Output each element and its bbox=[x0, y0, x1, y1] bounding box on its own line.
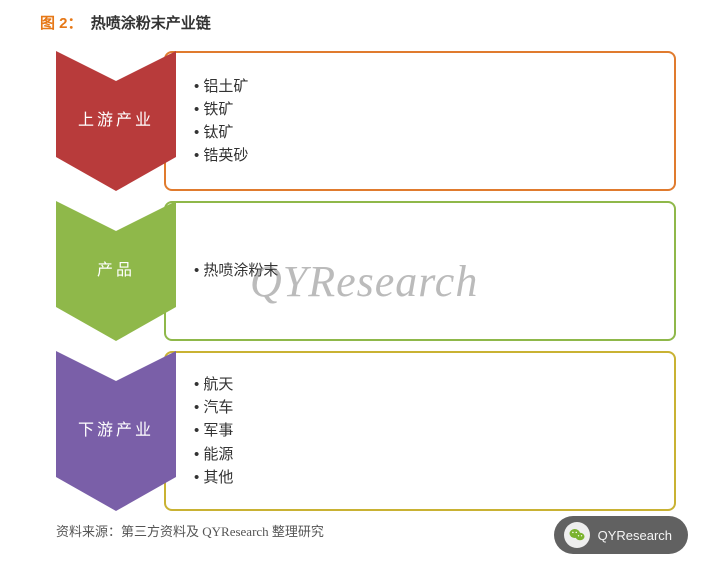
wechat-icon bbox=[564, 522, 590, 548]
list-item: 热喷涂粉末 bbox=[194, 259, 660, 282]
figure-number: 图 2： bbox=[40, 15, 83, 32]
industry-chain-diagram: 上游产业 铝土矿铁矿钛矿锆英砂产品 热喷涂粉末下游产业 航天汽车军事能源其他 bbox=[56, 51, 676, 511]
item-list: 铝土矿铁矿钛矿锆英砂 bbox=[194, 75, 660, 168]
chevron-label: 下游产业 bbox=[78, 416, 154, 440]
wechat-badge: QYResearch bbox=[554, 516, 688, 554]
chevron-arrow: 上游产业 bbox=[56, 51, 176, 191]
list-item: 军事 bbox=[194, 419, 660, 442]
chevron-arrow: 产品 bbox=[56, 201, 176, 341]
list-item: 锆英砂 bbox=[194, 144, 660, 167]
item-list: 热喷涂粉末 bbox=[194, 259, 660, 282]
badge-text: QYResearch bbox=[598, 528, 672, 543]
content-box: 热喷涂粉末 bbox=[164, 201, 676, 341]
list-item: 汽车 bbox=[194, 396, 660, 419]
content-box: 铝土矿铁矿钛矿锆英砂 bbox=[164, 51, 676, 191]
item-list: 航天汽车军事能源其他 bbox=[194, 373, 660, 489]
list-item: 能源 bbox=[194, 443, 660, 466]
chain-row: 下游产业 航天汽车军事能源其他 bbox=[56, 351, 676, 511]
list-item: 钛矿 bbox=[194, 121, 660, 144]
chevron-arrow: 下游产业 bbox=[56, 351, 176, 511]
figure-title-text: 热喷涂粉末产业链 bbox=[91, 15, 211, 32]
chevron-label: 产品 bbox=[97, 256, 135, 280]
content-box: 航天汽车军事能源其他 bbox=[164, 351, 676, 511]
chevron-label: 上游产业 bbox=[78, 106, 154, 130]
chain-row: 产品 热喷涂粉末 bbox=[56, 201, 676, 341]
list-item: 铁矿 bbox=[194, 98, 660, 121]
list-item: 其他 bbox=[194, 466, 660, 489]
list-item: 航天 bbox=[194, 373, 660, 396]
list-item: 铝土矿 bbox=[194, 75, 660, 98]
figure-title: 图 2： 热喷涂粉末产业链 bbox=[0, 0, 712, 33]
chain-row: 上游产业 铝土矿铁矿钛矿锆英砂 bbox=[56, 51, 676, 191]
